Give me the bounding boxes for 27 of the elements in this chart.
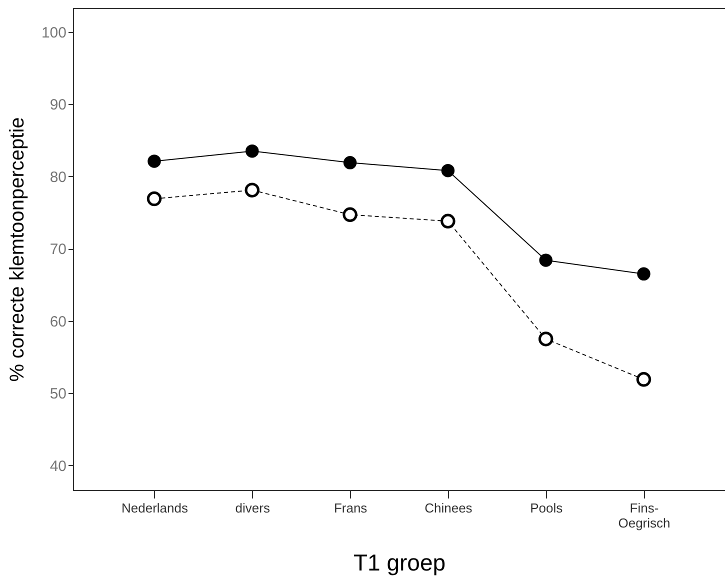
y-tick-label: 40 xyxy=(50,458,66,475)
point xyxy=(636,372,652,387)
y-tick-label: 50 xyxy=(50,386,66,403)
point xyxy=(538,332,554,346)
x-axis-title: T1 groep xyxy=(353,550,446,576)
point xyxy=(440,214,456,229)
point xyxy=(441,164,455,178)
x-tick-label: Fins-Oegrisch xyxy=(618,500,670,530)
x-tick-label: Frans xyxy=(334,500,368,516)
point xyxy=(146,191,162,206)
y-tick-label: 70 xyxy=(50,241,66,258)
point xyxy=(148,154,161,168)
y-tick-label: 90 xyxy=(50,96,66,114)
x-tick-label: Pools xyxy=(530,500,564,516)
x-tick-label: Nederlands xyxy=(122,500,188,516)
point xyxy=(539,254,552,267)
point xyxy=(637,267,650,281)
y-tick-label: 100 xyxy=(41,24,66,42)
y-axis-title: % correcte klemtoonperceptie xyxy=(6,117,28,382)
x-tick-label: divers xyxy=(235,500,270,516)
point xyxy=(244,182,260,198)
y-tick-label: 80 xyxy=(50,168,66,186)
point xyxy=(246,144,259,158)
x-tick-label: Chinees xyxy=(424,500,473,516)
point xyxy=(343,156,357,170)
y-tick-label: 60 xyxy=(50,313,66,330)
point xyxy=(342,207,358,222)
